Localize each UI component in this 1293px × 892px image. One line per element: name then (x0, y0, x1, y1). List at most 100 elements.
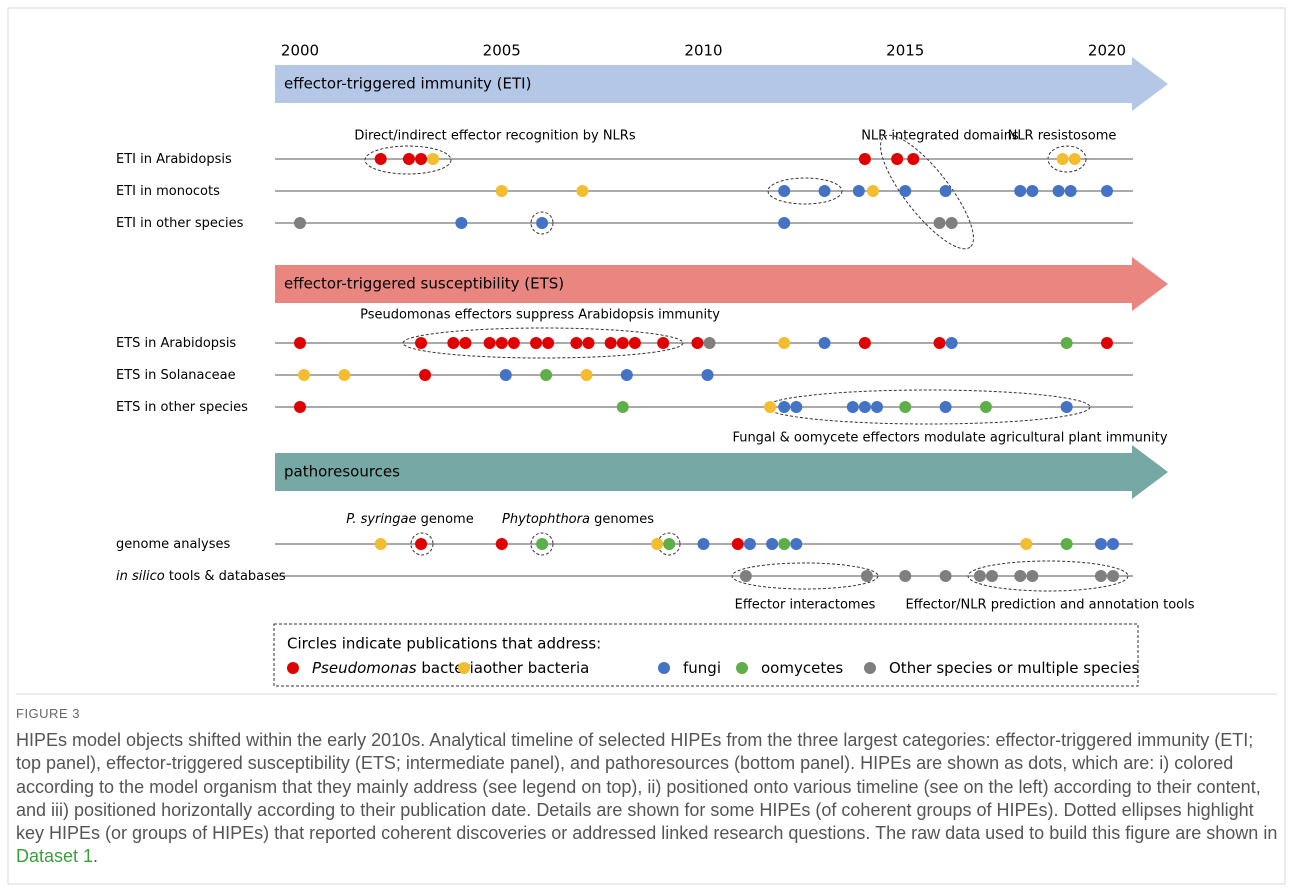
publication-dot (338, 369, 351, 381)
publication-dot (778, 538, 791, 550)
publication-dot (499, 369, 512, 381)
publication-dot (1094, 538, 1107, 550)
publication-dot (616, 337, 629, 349)
publication-dot (580, 369, 593, 381)
annotation-italic: P. syringae (346, 512, 416, 527)
publication-dot (891, 153, 904, 165)
year-label: 2000 (281, 42, 319, 60)
publication-dot (604, 337, 617, 349)
legend-dot (864, 662, 876, 674)
publication-dot (986, 570, 999, 582)
publication-dot (1014, 570, 1027, 582)
publication-dot (1060, 337, 1073, 349)
label-text: genome analyses (116, 537, 230, 552)
label: Other species or multiple species (889, 659, 1139, 677)
publication-dot (507, 337, 520, 349)
publication-dot (1026, 185, 1039, 197)
publication-dot (939, 185, 952, 197)
publication-dot (766, 538, 779, 550)
publication-dot (858, 153, 871, 165)
publication-dot (616, 401, 629, 413)
publication-dot (907, 153, 920, 165)
publication-dot (697, 538, 710, 550)
caption: HIPEs model objects shifted within the e… (16, 729, 1278, 869)
publication-dot (536, 217, 549, 229)
label-text: tools & databases (165, 569, 286, 584)
publication-dot (459, 337, 472, 349)
annotation-italic: Phytophthora (502, 512, 590, 527)
publication-dot (570, 337, 583, 349)
publication-dot (846, 401, 859, 413)
publication-dot (743, 538, 756, 550)
publication-dot (495, 337, 508, 349)
publication-dot (739, 570, 752, 582)
annotation: Pseudomonas effectors suppress Arabidops… (360, 308, 720, 323)
dataset-link[interactable]: Dataset 1 (16, 846, 94, 867)
label-text: Other species or multiple species (889, 659, 1139, 677)
ellipse (364, 145, 452, 175)
label-italic: Pseudomonas (312, 659, 417, 677)
publication-dot (455, 217, 468, 229)
label-text: ETI in Arabidopsis (116, 152, 232, 167)
year-label: 2020 (1088, 42, 1126, 60)
publication-dot (582, 337, 595, 349)
label-text: ETS in Solanaceae (116, 368, 236, 383)
publication-dot (871, 401, 884, 413)
caption-end: . (93, 846, 99, 867)
frame (7, 7, 1286, 885)
publication-dot (701, 369, 714, 381)
publication-dot (495, 185, 508, 197)
annotation: Effector interactomes (735, 598, 876, 613)
label-text: ETS in Arabidopsis (116, 336, 236, 351)
publication-dot (542, 337, 555, 349)
caption-label: FIGURE 3 (16, 706, 80, 721)
publication-dot (540, 369, 553, 381)
publication-dot (818, 185, 831, 197)
publication-dot (294, 401, 306, 413)
label: ETI in Arabidopsis (116, 152, 232, 167)
publication-dot (374, 153, 387, 165)
label: ETS in other species (116, 400, 248, 415)
label: in silico tools & databases (116, 569, 286, 584)
annotation: NLR resistosome (1008, 129, 1117, 144)
publication-dot (979, 401, 992, 413)
label-text: ETS in other species (116, 400, 248, 415)
panel-title: effector-triggered immunity (ETI) (284, 75, 531, 93)
year-label: 2015 (886, 42, 924, 60)
publication-dot (415, 337, 428, 349)
annotation: Fungal & oomycete effectors modulate agr… (732, 431, 1167, 446)
publication-dot (628, 337, 641, 349)
publication-dot (657, 337, 670, 349)
annotation: Direct/indirect effector recognition by … (354, 129, 635, 144)
label-text: oomycetes (761, 659, 843, 677)
year-label: 2005 (483, 42, 521, 60)
annotation: Effector/NLR prediction and annotation t… (905, 598, 1194, 613)
publication-dot (790, 401, 803, 413)
publication-dot (1107, 538, 1120, 550)
year-label: 2010 (684, 42, 722, 60)
publication-dot (899, 570, 912, 582)
label-italic: in silico (116, 569, 165, 584)
publication-dot (973, 570, 986, 582)
label-text: fungi (683, 659, 721, 677)
publication-dot (818, 337, 831, 349)
publication-dot (495, 538, 508, 550)
legend-dot (658, 662, 670, 674)
publication-dot (1107, 570, 1120, 582)
publication-dot (731, 538, 744, 550)
publication-dot (530, 337, 543, 349)
legend-dot (458, 662, 470, 674)
publication-dot (374, 538, 387, 550)
label: ETI in other species (116, 216, 244, 231)
publication-dot (860, 570, 873, 582)
label: Pseudomonas bacteria (312, 659, 483, 677)
publication-dot (1101, 185, 1113, 197)
publication-dot (1064, 185, 1077, 197)
annotation-rest: genomes (590, 512, 654, 527)
publication-dot (933, 217, 946, 229)
annotation: Phytophthora genomes (502, 512, 654, 527)
caption-text: HIPEs model objects shifted within the e… (16, 730, 1278, 844)
panel-arrow (275, 257, 1168, 311)
publication-dot (939, 570, 952, 582)
ellipse (880, 134, 974, 250)
